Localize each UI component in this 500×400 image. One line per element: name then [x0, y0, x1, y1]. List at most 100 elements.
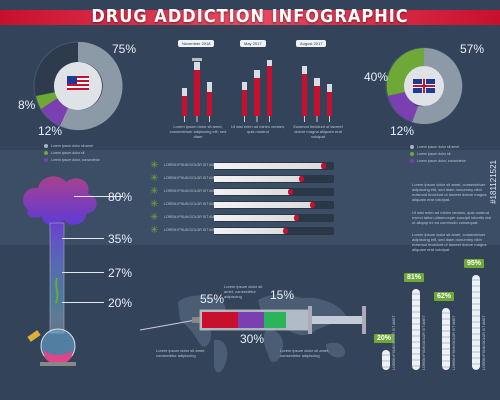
syringe-chart-1-note: Lorem ipsum dolor sit amet, consectetuer… [169, 124, 227, 139]
needle [139, 319, 197, 331]
usa-donut-svg [33, 41, 123, 131]
uk-legend-3: Lorem ipsum dolor, consectetur [410, 159, 466, 163]
us-flag-icon [67, 76, 89, 90]
smoke-bar-label: LOREM IPSUM DOLOR SIT AMET [452, 315, 456, 370]
syringe-3c [327, 84, 332, 122]
syringe-2a [242, 82, 247, 122]
syringe-1a [182, 88, 187, 122]
joint-label: LOREM IPSUM DOLOR SIT AMET [164, 176, 219, 180]
usa-slice-purple [41, 98, 68, 126]
smoke-bar [442, 308, 450, 370]
syringe-chart-1-svg [182, 58, 212, 122]
bong-bowl [27, 330, 41, 342]
bong-level-4: 20% [108, 296, 133, 310]
smoke-bar-value: 95% [464, 259, 485, 268]
joint-bar [214, 189, 293, 195]
syringe-1c [207, 82, 212, 122]
syringe-fill-red [202, 312, 238, 328]
syringe-chart-3-note: Euismod tincidunt ut laoreet dolore magn… [293, 124, 343, 139]
uk-donut-svg [385, 47, 463, 125]
syringe-chart-2-date: May 2017 [240, 40, 266, 47]
cannabis-leaf-icon: ✳ [150, 225, 159, 236]
smoke-bar-value: 62% [434, 292, 455, 301]
syringe-chart-1: November 2018 Lorem ipsum dolor sit amet… [168, 40, 228, 140]
watermark-id: #181121521 [489, 160, 498, 204]
bong-level-2: 35% [108, 232, 133, 246]
joint-row: ✳ LOREM IPSUM DOLOR SIT AMET [150, 212, 350, 224]
usa-legend-2: Lorem ipsum dolor sit [44, 151, 84, 155]
smoke-bar [382, 350, 390, 370]
smoke-bar-value: 20% [374, 334, 395, 343]
syringe-fill-green [264, 312, 286, 328]
syringe-1b [192, 58, 202, 122]
syringe-chart-3: August 2017 Euismod tincidunt ut laoreet… [288, 40, 348, 140]
syringe-chart-2-note: Ut wisi enim ad minim veniam, quis nostr… [230, 124, 285, 134]
uk-legend-1: Lorem ipsum dolor sit amet [410, 145, 459, 149]
joint-track [214, 227, 334, 235]
syringe-fill-purple [238, 312, 264, 328]
joint-row: ✳ LOREM IPSUM DOLOR SIT AMET [150, 173, 350, 185]
joint-row: ✳ LOREM IPSUM DOLOR SIT AMET [150, 199, 350, 211]
syringe-chart-3-date: August 2017 [296, 40, 327, 47]
joint-label: LOREM IPSUM DOLOR SIT AMET [164, 163, 219, 167]
bong-level-line-1 [74, 196, 122, 197]
cannabis-leaf-icon: ✳ [150, 212, 159, 223]
page-title: DRUG ADDICTION INFOGRAPHIC [91, 6, 409, 27]
bong-illustration [14, 168, 134, 368]
smoke-bar [472, 275, 480, 370]
joint-track [214, 175, 334, 183]
uk-slice-green [386, 48, 424, 96]
syringe-note-3: Lorem ipsum dolor sit amet, consectetur … [280, 348, 330, 358]
smoke-bar-label: LOREM IPSUM DOLOR SIT AMET [482, 315, 486, 370]
joint-row: ✳ LOREM IPSUM DOLOR SIT AMET [150, 160, 350, 172]
usa-legend-3: Lorem ipsum dolor, consectetur [44, 158, 100, 162]
right-text-3: Lorem ipsum dolor sit amet, consectetuer… [412, 232, 487, 252]
joint-track [214, 188, 334, 196]
joint-track [214, 162, 334, 170]
usa-pct-main: 75% [112, 42, 137, 56]
big-syringe-svg [139, 306, 366, 334]
big-syringe [139, 300, 390, 340]
syringe-pct-purple: 30% [240, 332, 265, 346]
syringe-note-2: Lorem ipsum dolor sit amet, consectetur … [156, 348, 206, 358]
smoke-bar-value: 81% [404, 273, 425, 282]
smoke-bars-chart: 20% LOREM IPSUM DOLOR SIT AMET 81% LOREM IP… [374, 250, 496, 375]
uk-pct-purple: 12% [390, 124, 415, 138]
joint-bar [214, 215, 299, 221]
uk-flag-icon [413, 79, 435, 93]
header-stripe [0, 10, 500, 25]
joint-track [214, 214, 334, 222]
bong-level-line-3 [62, 272, 104, 273]
syringe-chart-2: May 2017 Ut wisi enim ad minim veniam, q… [228, 40, 288, 140]
usa-slice-green [36, 92, 58, 109]
joint-label: LOREM IPSUM DOLOR SIT AMET [164, 215, 219, 219]
uk-pct-green: 40% [364, 70, 389, 84]
usa-legend-1: Lorem ipsum dolor sit amet [44, 144, 93, 148]
cannabis-leaf-icon: ✳ [150, 173, 159, 184]
joint-row: ✳ LOREM IPSUM DOLOR SIT AMET [150, 186, 350, 198]
bong-level-line-2 [62, 238, 104, 239]
cannabis-leaf-icon: ✳ [150, 186, 159, 197]
uk-pct-main: 57% [460, 42, 485, 56]
smoke-cloud [23, 176, 97, 226]
usa-pct-purple: 12% [38, 124, 63, 138]
syringe-note-1: Lorem ipsum dolor sit amet, consectetur … [224, 284, 263, 299]
smoke-bar-label: LOREM IPSUM DOLOR SIT AMET [392, 315, 396, 370]
syringe-chart-2-svg [242, 60, 272, 122]
usa-pct-green: 8% [18, 98, 36, 112]
syringe-pct-green: 15% [270, 288, 295, 302]
joint-row: ✳ LOREM IPSUM DOLOR SIT AMET [150, 225, 350, 237]
joint-bar [214, 163, 326, 169]
syringe-pct-red: 55% [200, 292, 225, 306]
smoke-bar [412, 289, 420, 370]
right-text-1: Lorem ipsum dolor sit amet, consectetuer… [412, 182, 487, 202]
joint-track [214, 201, 334, 209]
syringe-chart-1-date: November 2018 [178, 40, 215, 47]
bong-level-1: 80% [108, 190, 133, 204]
uk-slice-purple [388, 92, 418, 122]
uk-legend-2: Lorem ipsum dolor sit [410, 152, 450, 156]
joint-label: LOREM IPSUM DOLOR SIT AMET [164, 202, 219, 206]
joints-chart: ✳ LOREM IPSUM DOLOR SIT AMET ✳ LOREM IPSUM … [150, 160, 350, 240]
syringe-3a [302, 66, 307, 122]
smoke-bar-label: LOREM IPSUM DOLOR SIT AMET [422, 315, 426, 370]
